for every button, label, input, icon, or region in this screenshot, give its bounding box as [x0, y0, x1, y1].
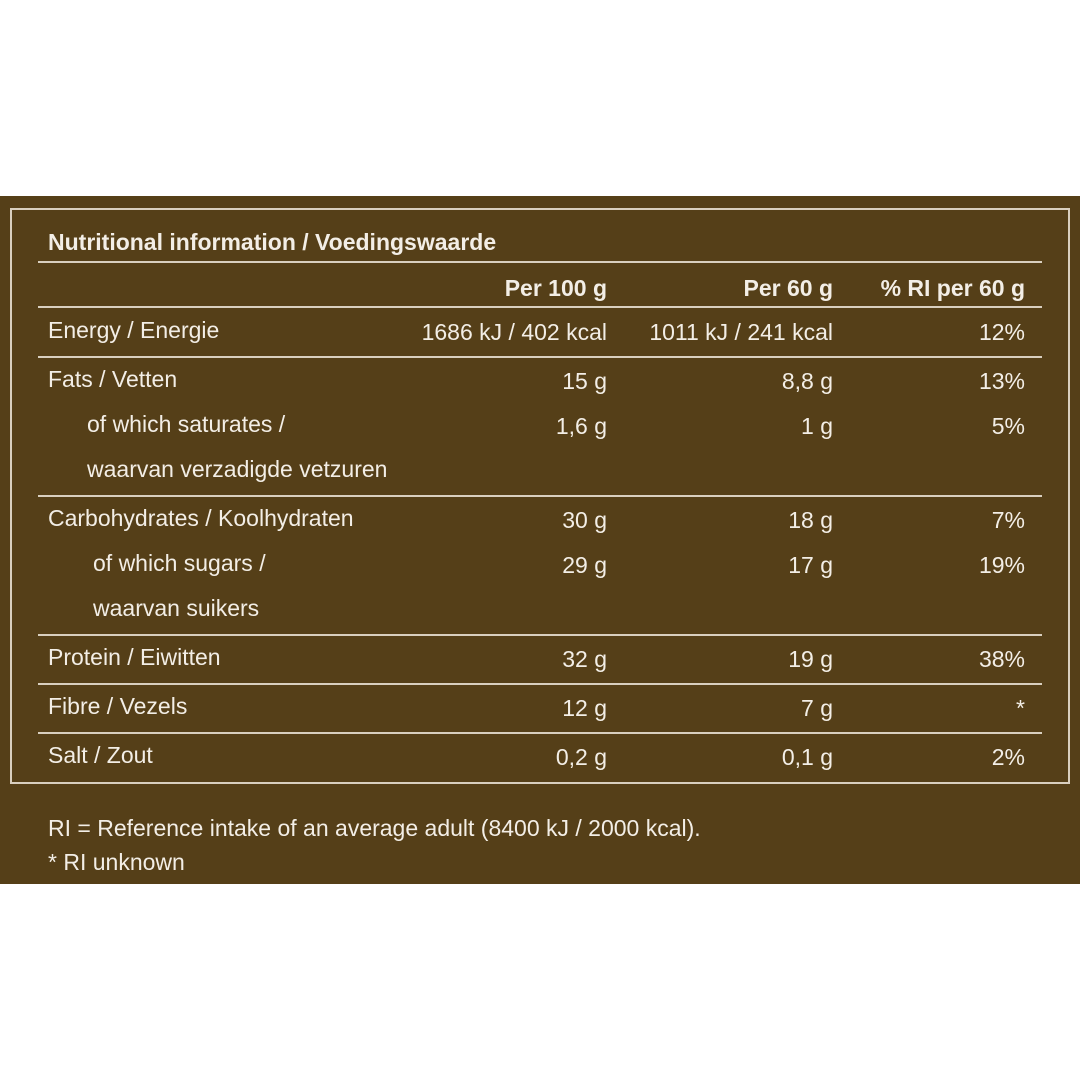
cell-value: 12% — [978, 319, 1025, 345]
sub-row-label: of which saturates / — [87, 411, 286, 437]
cell-value: 7% — [991, 507, 1025, 533]
row-label: Carbohydrates / Koolhydraten — [48, 505, 354, 531]
cell-value: 7 g — [801, 695, 833, 721]
cell-value: 30 g — [562, 507, 607, 533]
column-header: % RI per 60 g — [880, 275, 1025, 301]
separator — [38, 306, 1042, 308]
cell-value: 5% — [991, 413, 1025, 439]
row-label: Energy / Energie — [48, 317, 220, 343]
footnote: RI = Reference intake of an average adul… — [48, 815, 701, 841]
cell-value: 19 g — [788, 646, 833, 672]
cell-value: 12 g — [562, 695, 607, 721]
separator — [38, 732, 1042, 734]
separator — [38, 261, 1042, 263]
cell-value: 18 g — [788, 507, 833, 533]
column-header: Per 100 g — [504, 275, 607, 301]
cell-value: 17 g — [788, 552, 833, 578]
footnote: * RI unknown — [48, 849, 185, 875]
row-label: Fats / Vetten — [48, 366, 178, 392]
cell-value: 8,8 g — [781, 368, 833, 394]
cell-value: 1 g — [801, 413, 833, 439]
separator — [38, 495, 1042, 497]
column-header: Per 60 g — [743, 275, 834, 301]
row-label: Salt / Zout — [48, 742, 153, 768]
cell-value: 1011 kJ / 241 kcal — [649, 319, 833, 345]
row-label: Fibre / Vezels — [48, 693, 188, 719]
cell-value: * — [1016, 695, 1025, 721]
cell-value: 13% — [978, 368, 1025, 394]
table-title: Nutritional information / Voedingswaarde — [48, 229, 497, 255]
cell-value: 29 g — [562, 552, 607, 578]
cell-value: 1,6 g — [555, 413, 607, 439]
sub-row-label: waarvan verzadigde vetzuren — [87, 456, 388, 482]
cell-value: 0,1 g — [781, 744, 833, 770]
cell-value: 38% — [978, 646, 1025, 672]
sub-row-label: of which sugars / — [93, 550, 266, 576]
cell-value: 2% — [991, 744, 1025, 770]
background-band — [0, 196, 1080, 884]
cell-value: 32 g — [562, 646, 607, 672]
cell-value: 1686 kJ / 402 kcal — [421, 319, 607, 345]
cell-value: 15 g — [562, 368, 607, 394]
table-frame — [10, 208, 1070, 784]
cell-value: 19% — [978, 552, 1025, 578]
cell-value: 0,2 g — [555, 744, 607, 770]
separator — [38, 356, 1042, 358]
separator — [38, 634, 1042, 636]
separator — [38, 683, 1042, 685]
sub-row-label: waarvan suikers — [93, 595, 260, 621]
row-label: Protein / Eiwitten — [48, 644, 221, 670]
